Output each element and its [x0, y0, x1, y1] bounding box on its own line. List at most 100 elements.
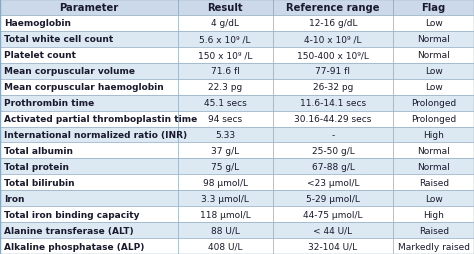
- Bar: [0, 64, 178, 79]
- Text: 45.1 secs: 45.1 secs: [204, 99, 246, 108]
- Bar: [393, 95, 474, 111]
- Text: 22.3 pg: 22.3 pg: [208, 83, 242, 92]
- Text: <23 μmol/L: <23 μmol/L: [307, 178, 359, 187]
- Text: Normal: Normal: [417, 35, 450, 44]
- Text: Prothrombin time: Prothrombin time: [4, 99, 94, 108]
- Text: 4 g/dL: 4 g/dL: [211, 19, 239, 28]
- Text: Total white cell count: Total white cell count: [4, 35, 113, 44]
- Bar: [0, 79, 178, 95]
- Bar: [273, 47, 393, 64]
- Text: Normal: Normal: [417, 146, 450, 155]
- Bar: [273, 127, 393, 143]
- Text: Markedly raised: Markedly raised: [398, 242, 470, 250]
- Bar: [0, 127, 178, 143]
- Text: Activated partial thromboplastin time: Activated partial thromboplastin time: [4, 115, 197, 123]
- Text: 71.6 fl: 71.6 fl: [211, 67, 239, 76]
- Bar: [273, 32, 393, 47]
- Bar: [0, 159, 178, 175]
- Text: Normal: Normal: [417, 162, 450, 171]
- Bar: [178, 64, 273, 79]
- Bar: [393, 143, 474, 159]
- Text: 3.3 μmol/L: 3.3 μmol/L: [201, 194, 249, 203]
- Text: Raised: Raised: [419, 226, 449, 235]
- Text: 118 μmol/L: 118 μmol/L: [200, 210, 251, 219]
- Bar: [178, 95, 273, 111]
- Bar: [393, 206, 474, 222]
- Text: 5-29 μmol/L: 5-29 μmol/L: [306, 194, 360, 203]
- Bar: [0, 222, 178, 238]
- Bar: [0, 206, 178, 222]
- Text: 37 g/L: 37 g/L: [211, 146, 239, 155]
- Text: Parameter: Parameter: [59, 3, 118, 13]
- Bar: [178, 238, 273, 254]
- Text: Prolonged: Prolonged: [411, 115, 456, 123]
- Text: 5.33: 5.33: [215, 131, 235, 139]
- Bar: [273, 206, 393, 222]
- Bar: [273, 159, 393, 175]
- Bar: [0, 0, 178, 16]
- Text: Reference range: Reference range: [286, 3, 380, 13]
- Bar: [178, 175, 273, 190]
- Bar: [273, 238, 393, 254]
- Bar: [0, 111, 178, 127]
- Bar: [393, 190, 474, 206]
- Text: Total protein: Total protein: [4, 162, 69, 171]
- Text: Total bilirubin: Total bilirubin: [4, 178, 74, 187]
- Bar: [0, 238, 178, 254]
- Bar: [0, 143, 178, 159]
- Bar: [178, 32, 273, 47]
- Bar: [393, 111, 474, 127]
- Bar: [393, 64, 474, 79]
- Text: Haemoglobin: Haemoglobin: [4, 19, 71, 28]
- Text: Mean corpuscular volume: Mean corpuscular volume: [4, 67, 135, 76]
- Bar: [0, 175, 178, 190]
- Bar: [393, 127, 474, 143]
- Text: Raised: Raised: [419, 178, 449, 187]
- Bar: [273, 79, 393, 95]
- Text: Normal: Normal: [417, 51, 450, 60]
- Text: -: -: [331, 131, 335, 139]
- Text: Iron: Iron: [4, 194, 24, 203]
- Bar: [178, 127, 273, 143]
- Bar: [273, 95, 393, 111]
- Text: 25-50 g/L: 25-50 g/L: [311, 146, 355, 155]
- Bar: [0, 95, 178, 111]
- Bar: [178, 190, 273, 206]
- Bar: [393, 175, 474, 190]
- Text: Low: Low: [425, 67, 443, 76]
- Bar: [273, 175, 393, 190]
- Bar: [273, 64, 393, 79]
- Bar: [178, 79, 273, 95]
- Bar: [0, 47, 178, 64]
- Text: < 44 U/L: < 44 U/L: [313, 226, 353, 235]
- Text: 150-400 x 10⁹/L: 150-400 x 10⁹/L: [297, 51, 369, 60]
- Bar: [178, 111, 273, 127]
- Text: Alkaline phosphatase (ALP): Alkaline phosphatase (ALP): [4, 242, 144, 250]
- Text: Prolonged: Prolonged: [411, 99, 456, 108]
- Text: 408 U/L: 408 U/L: [208, 242, 242, 250]
- Bar: [273, 190, 393, 206]
- Text: 11.6-14.1 secs: 11.6-14.1 secs: [300, 99, 366, 108]
- Text: 32-104 U/L: 32-104 U/L: [309, 242, 357, 250]
- Text: High: High: [423, 210, 444, 219]
- Bar: [178, 16, 273, 32]
- Bar: [0, 32, 178, 47]
- Bar: [273, 143, 393, 159]
- Text: 44-75 μmol/L: 44-75 μmol/L: [303, 210, 363, 219]
- Text: High: High: [423, 131, 444, 139]
- Text: Low: Low: [425, 19, 443, 28]
- Bar: [178, 143, 273, 159]
- Text: Total albumin: Total albumin: [4, 146, 73, 155]
- Bar: [393, 0, 474, 16]
- Bar: [178, 159, 273, 175]
- Bar: [393, 222, 474, 238]
- Text: 75 g/L: 75 g/L: [211, 162, 239, 171]
- Bar: [393, 159, 474, 175]
- Bar: [393, 79, 474, 95]
- Bar: [273, 222, 393, 238]
- Bar: [273, 111, 393, 127]
- Text: 77-91 fl: 77-91 fl: [316, 67, 350, 76]
- Text: 30.16-44.29 secs: 30.16-44.29 secs: [294, 115, 372, 123]
- Bar: [178, 222, 273, 238]
- Text: 12-16 g/dL: 12-16 g/dL: [309, 19, 357, 28]
